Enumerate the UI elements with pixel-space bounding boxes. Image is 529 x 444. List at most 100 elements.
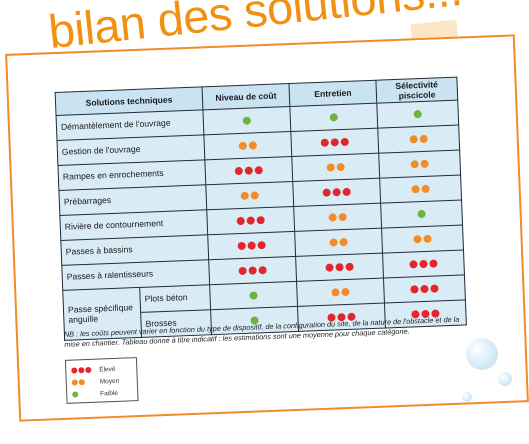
legend-dots-eleve (71, 366, 99, 374)
cost-rating (207, 231, 296, 260)
maintenance-rating (289, 103, 378, 132)
rating-dot (332, 188, 341, 197)
rating-faible (329, 112, 339, 122)
rating-dot (423, 234, 432, 244)
rating-faible (413, 108, 423, 119)
rating-dot (242, 116, 252, 126)
rating-dot (244, 166, 253, 176)
rating-moyen (240, 190, 260, 201)
rating-dot (246, 216, 255, 225)
maintenance-rating (291, 153, 380, 182)
legend-dots-faible (72, 391, 100, 398)
cost-rating (203, 131, 292, 160)
maintenance-rating (290, 128, 379, 157)
maintenance-rating (292, 178, 381, 207)
selectivity-rating (379, 175, 462, 204)
rating-dot (410, 285, 419, 294)
rating-dot (336, 163, 345, 172)
legend-dot (78, 379, 85, 386)
rating-eleve (409, 283, 439, 294)
cost-rating (202, 106, 291, 135)
rating-dot (237, 242, 246, 251)
rating-moyen (412, 233, 432, 244)
rating-dot (419, 134, 428, 144)
rating-dot (258, 266, 267, 275)
rating-dot (342, 187, 351, 197)
rating-dot (249, 291, 258, 300)
rating-faible (242, 115, 252, 126)
selectivity-rating (376, 100, 459, 129)
subsolution-label: Plots béton (139, 284, 211, 313)
legend-dot (78, 367, 85, 374)
rating-dot (421, 184, 430, 194)
legend-dots-moyen (71, 379, 100, 386)
legend-dot (71, 379, 78, 386)
rating-dot (234, 167, 243, 176)
legend-dot (71, 367, 78, 374)
cost-rating (208, 256, 297, 285)
rating-dot (236, 217, 245, 226)
rating-dot (413, 110, 422, 119)
rating-eleve (234, 165, 264, 176)
maintenance-rating (295, 253, 384, 282)
cost-rating (209, 281, 298, 310)
decorative-bubble-large (466, 338, 498, 370)
header-maintenance: Entretien (289, 80, 377, 107)
rating-dot (345, 262, 354, 272)
rating-dot (322, 188, 331, 198)
legend: Élevé Moyen Faible (64, 357, 139, 404)
cost-rating (205, 181, 294, 210)
rating-dot (238, 141, 248, 151)
rating-dot (250, 191, 259, 200)
rating-dot (340, 138, 349, 147)
rating-dot (320, 138, 329, 148)
rating-eleve (237, 264, 267, 276)
rating-dot (256, 216, 265, 225)
rating-dot (325, 263, 334, 272)
rating-dot (254, 166, 263, 175)
info-card: Solutions techniques Niveau de coût Entr… (5, 34, 529, 422)
legend-label-eleve: Élevé (99, 365, 116, 374)
rating-dot (338, 213, 347, 222)
legend-label-moyen: Moyen (99, 377, 120, 386)
rating-moyen (238, 140, 258, 151)
selectivity-rating (381, 224, 464, 254)
solutions-table: Solutions techniques Niveau de coût Entr… (55, 77, 467, 341)
rating-dot (429, 259, 438, 269)
maintenance-rating (293, 203, 382, 232)
decorative-bubble-medium (498, 372, 512, 386)
rating-dot (410, 160, 419, 169)
rating-moyen (409, 158, 429, 169)
rating-eleve (320, 136, 350, 148)
rating-faible (248, 290, 258, 300)
rating-dot (417, 210, 426, 219)
legend-dot (72, 391, 79, 398)
legend-label-faible: Faible (100, 389, 119, 398)
decorative-bubble-small (462, 392, 472, 402)
rating-dot (413, 235, 422, 244)
rating-dot (339, 238, 348, 247)
selectivity-rating (378, 150, 461, 179)
rating-dot (409, 135, 418, 144)
rating-moyen (409, 133, 429, 144)
rating-dot (328, 213, 337, 222)
rating-dot (420, 159, 429, 169)
rating-eleve (237, 240, 267, 251)
rating-dot (326, 163, 335, 172)
selectivity-rating (383, 274, 466, 304)
rating-moyen (327, 211, 347, 222)
selectivity-rating (380, 200, 463, 229)
rating-faible (416, 208, 426, 219)
rating-moyen (330, 286, 350, 297)
rating-moyen (328, 236, 348, 247)
legend-dot (85, 366, 92, 374)
header-cost: Niveau de coût (202, 83, 290, 110)
rating-dot (335, 263, 344, 272)
cost-rating (204, 156, 293, 185)
rating-dot (247, 241, 256, 250)
cost-rating (206, 206, 295, 235)
rating-dot (248, 141, 258, 150)
rating-dot (330, 138, 339, 147)
rating-eleve (322, 186, 352, 198)
rating-moyen (410, 183, 430, 194)
